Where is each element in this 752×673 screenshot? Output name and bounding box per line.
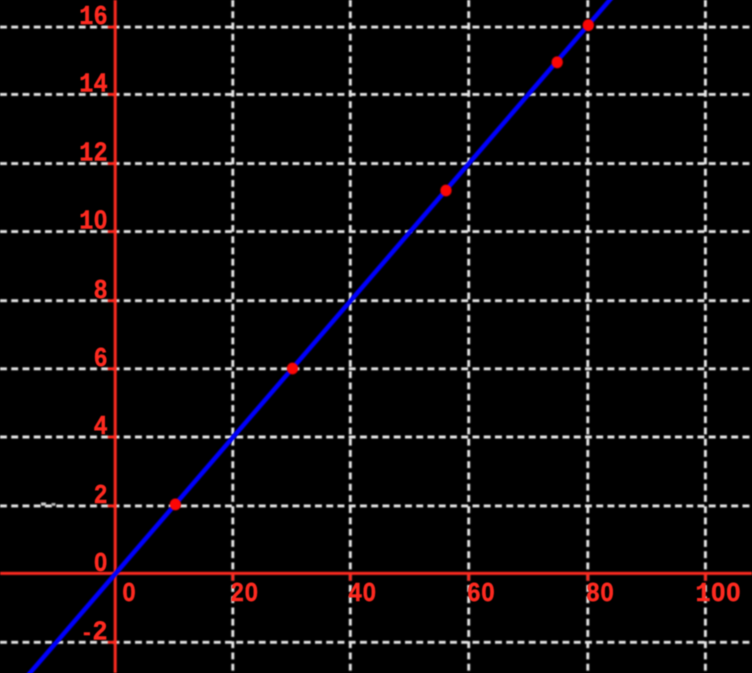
svg-text:80: 80 bbox=[586, 580, 614, 610]
svg-text:2: 2 bbox=[94, 482, 108, 512]
svg-text:20: 20 bbox=[230, 580, 258, 610]
svg-text:8: 8 bbox=[94, 277, 108, 307]
svg-text:4: 4 bbox=[94, 413, 108, 443]
svg-text:2: 2 bbox=[92, 618, 107, 648]
svg-text:6: 6 bbox=[94, 345, 108, 375]
svg-text:12: 12 bbox=[79, 140, 107, 170]
svg-text:16: 16 bbox=[79, 3, 107, 33]
svg-text:40: 40 bbox=[348, 580, 376, 610]
svg-text:60: 60 bbox=[467, 580, 495, 610]
svg-text:14: 14 bbox=[79, 71, 107, 101]
svg-text:10: 10 bbox=[79, 208, 107, 238]
